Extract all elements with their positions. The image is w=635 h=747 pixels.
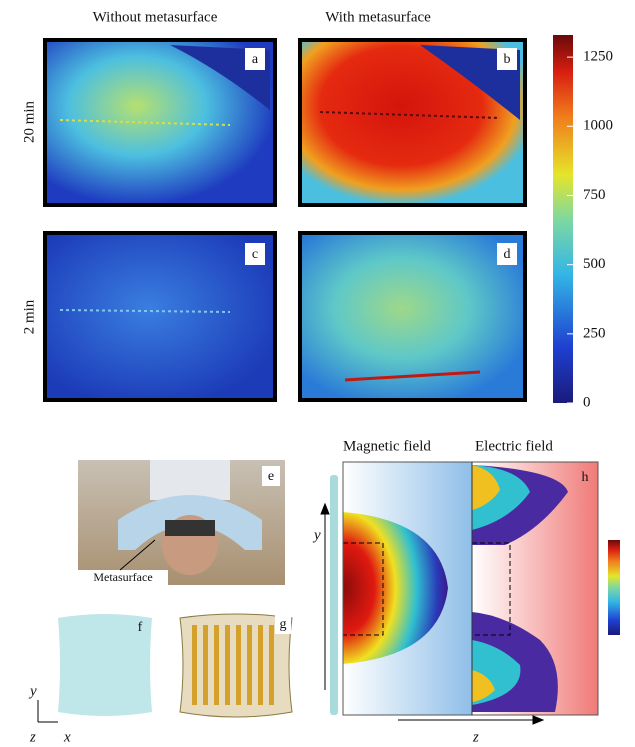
axis-label: z <box>29 729 36 745</box>
colorbar-tick-label: 500 <box>583 256 606 272</box>
axes-small <box>38 700 58 722</box>
colorbar-tick-label: 0 <box>583 394 591 410</box>
panel-f: f <box>58 614 152 716</box>
colorbar-tick-label: 250 <box>583 325 606 341</box>
panel-label: g <box>280 617 287 632</box>
column-title: With metasurface <box>325 9 431 25</box>
panel-b: b <box>300 40 525 205</box>
colorbar-tick-label: 1000 <box>583 118 613 134</box>
axis-label: z <box>472 729 479 745</box>
panel-a: a <box>45 40 275 205</box>
panel-label: d <box>504 247 511 262</box>
column-title: Without metasurface <box>93 9 218 25</box>
panel-h: h <box>343 462 598 715</box>
panel-e: e Metasurface <box>78 460 285 586</box>
panel-label: e <box>268 469 274 484</box>
row-title: 2 min <box>21 299 37 334</box>
colorbar-tick-label: 1250 <box>583 49 613 65</box>
panel-c: c <box>45 233 275 400</box>
field-colorbar <box>608 540 620 635</box>
panel-label: f <box>138 620 143 635</box>
axis-label: y <box>28 683 37 699</box>
panel-label: h <box>582 470 589 485</box>
panel-label: a <box>252 52 259 67</box>
panel-d: d <box>300 233 525 400</box>
panel-label: b <box>504 52 511 67</box>
axis-label: x <box>63 729 71 745</box>
colorbar <box>553 35 573 403</box>
figure: Without metasurface With metasurface 20 … <box>0 0 635 747</box>
metasurface-bar <box>330 475 338 715</box>
field-title: Electric field <box>475 438 553 454</box>
panel-label: c <box>252 247 258 262</box>
axis-label: y <box>312 527 321 543</box>
photo-label: Metasurface <box>93 570 152 584</box>
panel-g: g <box>180 614 292 717</box>
row-title: 20 min <box>21 100 37 143</box>
colorbar-tick-label: 750 <box>583 187 606 203</box>
colorbar-ticks: 0 250 500 750 1000 1250 <box>567 49 613 411</box>
field-title: Magnetic field <box>343 438 431 454</box>
